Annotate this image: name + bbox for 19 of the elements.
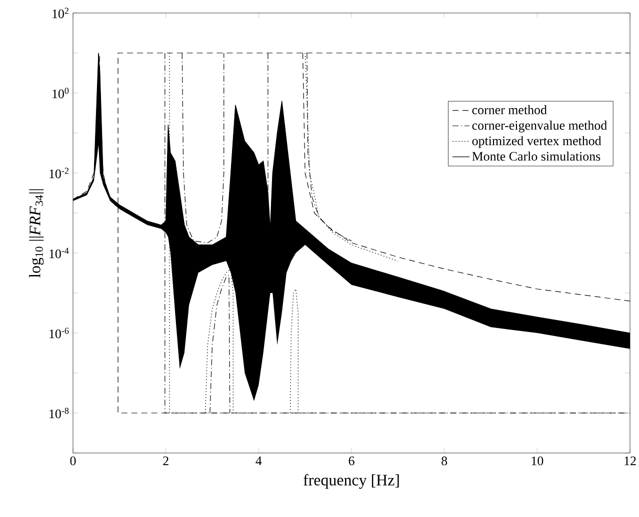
y-tick-label: 10$^{-2}$ [50,168,68,178]
x-tick-label: 4 [256,456,262,466]
legend-label: Monte Carlo simulations [472,152,600,161]
x-tick-label: 10 [532,456,544,466]
legend-label: corner method [472,105,547,114]
legend-label: optimized vertex method [472,136,602,148]
x-tick-label: 12 [624,456,636,466]
y-axis-title: log$_{10}$ ||FRF$_{34}$|| [29,189,44,278]
x-tick-label: 6 [348,456,354,466]
x-tick-label: 0 [70,456,76,466]
y-tick-label: 10$^{-6}$ [50,328,69,338]
y-tick-label: 10$^{-4}$ [50,248,69,258]
x-tick-label: 2 [163,456,168,466]
y-tick-label: 10$^{0}$ [52,88,69,98]
y-tick-label: 10$^{2}$ [52,8,68,18]
x-axis-title: frequency [Hz] [304,474,399,489]
y-tick-label: 10$^{-8}$ [50,408,69,418]
x-tick-label: 8 [442,456,448,466]
legend-label: corner-eigenvalue method [472,120,607,132]
